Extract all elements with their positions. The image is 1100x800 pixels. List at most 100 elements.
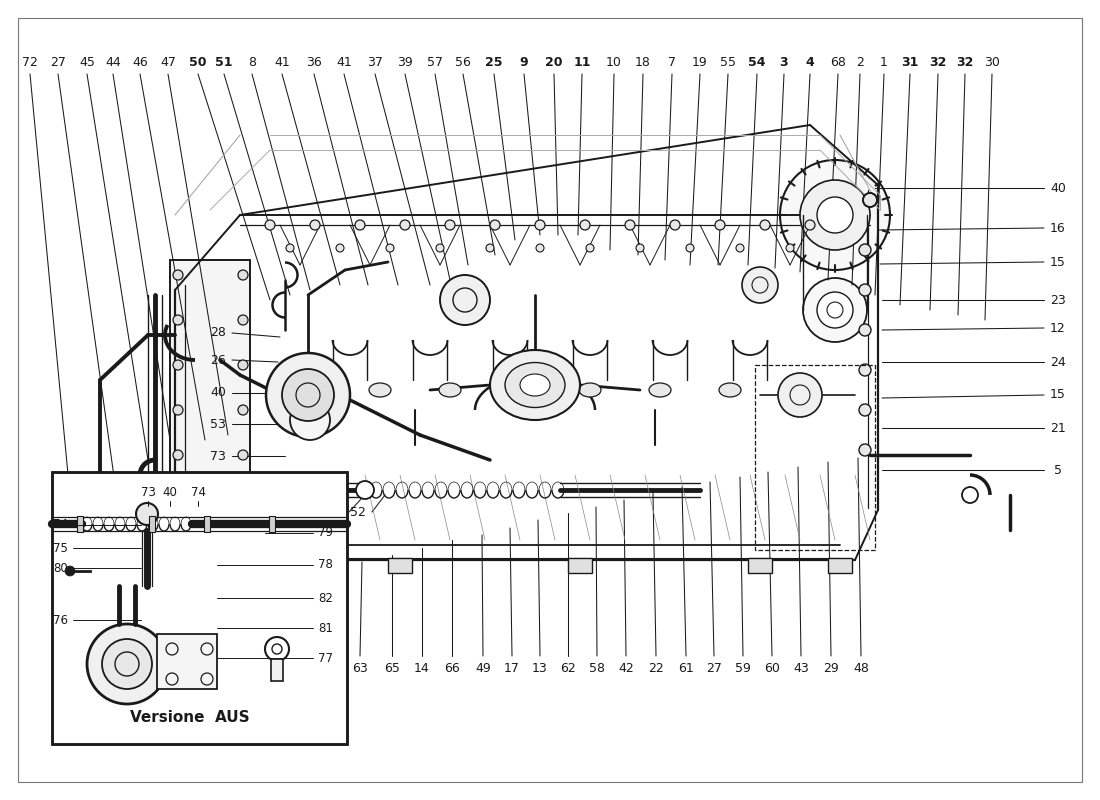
Text: 18: 18 bbox=[635, 55, 651, 69]
Circle shape bbox=[400, 220, 410, 230]
Circle shape bbox=[859, 284, 871, 296]
Circle shape bbox=[282, 369, 334, 421]
Text: 62: 62 bbox=[560, 662, 576, 674]
Text: 19: 19 bbox=[692, 55, 708, 69]
Text: 49: 49 bbox=[475, 662, 491, 674]
Circle shape bbox=[173, 270, 183, 280]
Text: 35: 35 bbox=[300, 477, 316, 490]
Circle shape bbox=[859, 444, 871, 456]
Circle shape bbox=[310, 220, 320, 230]
Text: 55: 55 bbox=[720, 55, 736, 69]
Text: 11: 11 bbox=[573, 55, 591, 69]
Text: 77: 77 bbox=[318, 651, 333, 665]
Bar bbox=[52, 472, 346, 744]
Text: 65: 65 bbox=[384, 662, 400, 674]
Circle shape bbox=[586, 244, 594, 252]
Bar bbox=[568, 558, 592, 573]
Text: 12: 12 bbox=[1050, 322, 1066, 334]
Text: 42: 42 bbox=[618, 662, 634, 674]
Ellipse shape bbox=[505, 362, 565, 407]
Text: 32: 32 bbox=[930, 55, 947, 69]
Bar bbox=[755, 365, 874, 550]
Text: 71: 71 bbox=[320, 662, 336, 674]
Circle shape bbox=[173, 315, 183, 325]
Text: 67: 67 bbox=[327, 506, 343, 518]
Text: 64: 64 bbox=[287, 662, 303, 674]
Text: 5: 5 bbox=[1054, 463, 1062, 477]
Text: 6: 6 bbox=[256, 662, 264, 674]
Circle shape bbox=[864, 193, 877, 207]
Text: 82: 82 bbox=[318, 591, 333, 605]
Text: 74: 74 bbox=[53, 518, 68, 531]
Text: 2: 2 bbox=[856, 55, 864, 69]
Circle shape bbox=[636, 244, 644, 252]
Circle shape bbox=[146, 481, 164, 499]
Ellipse shape bbox=[299, 383, 321, 397]
Text: 32: 32 bbox=[956, 55, 974, 69]
Circle shape bbox=[803, 278, 867, 342]
Text: 41: 41 bbox=[337, 55, 352, 69]
Circle shape bbox=[962, 487, 978, 503]
Text: 70: 70 bbox=[304, 506, 320, 518]
Circle shape bbox=[436, 244, 444, 252]
Text: 37: 37 bbox=[367, 55, 383, 69]
Text: 72: 72 bbox=[224, 662, 240, 674]
Text: 73: 73 bbox=[210, 450, 225, 462]
Circle shape bbox=[805, 220, 815, 230]
Text: 29: 29 bbox=[823, 662, 839, 674]
Circle shape bbox=[92, 472, 108, 488]
Text: 73: 73 bbox=[141, 486, 155, 499]
Text: 45: 45 bbox=[79, 55, 95, 69]
Text: 51: 51 bbox=[216, 55, 233, 69]
Text: 52: 52 bbox=[350, 506, 366, 518]
Bar bbox=[208, 558, 232, 573]
Text: 20: 20 bbox=[546, 55, 563, 69]
Circle shape bbox=[760, 220, 770, 230]
Circle shape bbox=[238, 450, 248, 460]
Text: 27: 27 bbox=[706, 662, 722, 674]
Circle shape bbox=[670, 220, 680, 230]
Circle shape bbox=[136, 503, 158, 525]
Circle shape bbox=[286, 244, 294, 252]
Text: 21: 21 bbox=[1050, 422, 1066, 434]
Text: 4: 4 bbox=[805, 55, 814, 69]
Text: 66: 66 bbox=[444, 662, 460, 674]
Circle shape bbox=[173, 450, 183, 460]
Text: 24: 24 bbox=[1050, 355, 1066, 369]
Text: 60: 60 bbox=[764, 662, 780, 674]
Circle shape bbox=[238, 360, 248, 370]
Circle shape bbox=[238, 315, 248, 325]
Text: 68: 68 bbox=[830, 55, 846, 69]
Bar bbox=[388, 558, 412, 573]
Circle shape bbox=[173, 500, 183, 510]
Text: 81: 81 bbox=[318, 622, 333, 634]
Circle shape bbox=[238, 270, 248, 280]
Circle shape bbox=[817, 197, 852, 233]
Circle shape bbox=[238, 405, 248, 415]
Text: 9: 9 bbox=[519, 55, 528, 69]
Bar bbox=[828, 558, 852, 573]
Text: 61: 61 bbox=[678, 662, 694, 674]
Circle shape bbox=[859, 364, 871, 376]
Circle shape bbox=[800, 180, 870, 250]
Bar bbox=[271, 659, 283, 681]
Text: 43: 43 bbox=[793, 662, 808, 674]
Text: 31: 31 bbox=[901, 55, 918, 69]
Text: 13: 13 bbox=[532, 662, 548, 674]
Text: 22: 22 bbox=[648, 662, 664, 674]
Text: 54: 54 bbox=[748, 55, 766, 69]
Circle shape bbox=[786, 244, 794, 252]
Text: 41: 41 bbox=[274, 55, 290, 69]
Text: 8: 8 bbox=[248, 55, 256, 69]
Text: 75: 75 bbox=[53, 542, 68, 554]
Circle shape bbox=[817, 292, 852, 328]
Circle shape bbox=[715, 220, 725, 230]
Text: 76: 76 bbox=[53, 614, 68, 626]
Text: 39: 39 bbox=[397, 55, 412, 69]
Circle shape bbox=[386, 244, 394, 252]
Text: 63: 63 bbox=[352, 662, 367, 674]
Text: 15: 15 bbox=[1050, 255, 1066, 269]
Bar bbox=[170, 260, 250, 540]
Text: 40: 40 bbox=[1050, 182, 1066, 194]
Ellipse shape bbox=[509, 383, 531, 397]
